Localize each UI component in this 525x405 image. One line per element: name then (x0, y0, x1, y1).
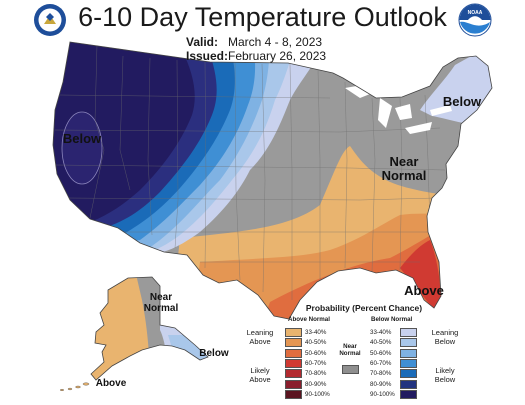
issued-value: February 26, 2023 (228, 49, 327, 63)
label-near-normal-alaska: Near Normal (143, 292, 179, 314)
legend-below-swatch (400, 369, 417, 379)
legend-below-swatch (400, 328, 417, 337)
legend-above-range: 50-60% (305, 349, 327, 357)
legend-below-swatch (400, 389, 417, 399)
label-below-west: Below (62, 131, 102, 146)
legend-below-range: 33-40% (370, 329, 392, 336)
legend-below-range: 60-70% (370, 359, 392, 367)
legend-below-range: 40-50% (370, 339, 392, 347)
legend-above-swatch (285, 338, 302, 348)
legend-below-swatch (400, 358, 417, 368)
legend-near-normal-swatch (342, 365, 359, 374)
legend-above-swatch (285, 379, 302, 389)
legend-above-range: 33-40% (305, 329, 327, 336)
legend-below-range: 80-90% (370, 380, 392, 388)
legend-above-range: 60-70% (305, 359, 327, 367)
legend-below-range: 50-60% (370, 349, 392, 357)
legend-above-swatch (285, 328, 302, 337)
label-near-normal-east: Near Normal (381, 154, 427, 183)
legend-above-range: 80-90% (305, 380, 327, 388)
legend-likely-above: Likely Above (249, 366, 271, 384)
valid-value: March 4 - 8, 2023 (228, 35, 323, 49)
map-title: 6-10 Day Temperature Outlook (78, 2, 447, 32)
legend-leaning-below: Leaning Below (431, 328, 459, 346)
legend-below-header: Below Normal (371, 316, 413, 323)
legend-above-range: 70-80% (305, 370, 327, 378)
label-above-alaska: Above (95, 378, 127, 389)
legend-below-swatch (400, 338, 417, 348)
issued-label: Issued: (186, 49, 229, 63)
legend-likely-below: Likely Below (434, 366, 456, 384)
legend-above-swatch (285, 369, 302, 379)
legend-below-swatch (400, 379, 417, 389)
label-below-alaska: Below (199, 348, 229, 359)
legend-below-range: 70-80% (370, 370, 392, 378)
legend-above-swatch (285, 389, 302, 399)
issued-date: Issued:February 26, 2023 (186, 49, 326, 63)
noaa-logo: NOAA (458, 3, 492, 37)
commerce-seal-logo (34, 4, 66, 36)
legend-below-swatch (400, 348, 417, 358)
legend-above-range: 40-50% (305, 339, 327, 347)
legend-leaning-above: Leaning Above (246, 328, 274, 346)
valid-label: Valid: (186, 35, 219, 49)
legend-below-range: 90-100% (370, 390, 395, 398)
valid-dates: Valid: March 4 - 8, 2023 (186, 35, 322, 49)
legend-above-swatch (285, 358, 302, 368)
legend-above-range: 90-100% (305, 390, 330, 398)
label-above-southeast: Above (404, 283, 444, 298)
label-below-northeast: Below (442, 94, 482, 109)
legend-above-header: Above Normal (288, 316, 330, 323)
legend-above-swatch (285, 348, 302, 358)
noaa-logo-text: NOAA (468, 10, 483, 16)
legend-near-normal: Near Normal (339, 343, 361, 357)
legend-title: Probability (Percent Chance) (305, 303, 423, 313)
